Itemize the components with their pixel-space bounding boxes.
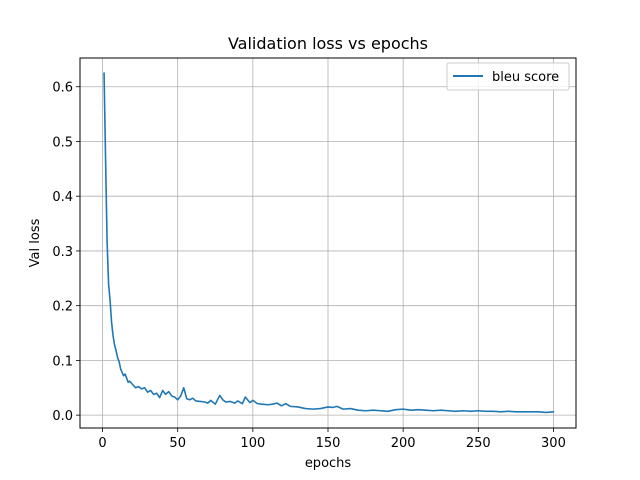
- y-tick-label: 0.2: [52, 300, 73, 315]
- y-tick-label: 0.5: [52, 135, 73, 150]
- y-axis-label: Val loss: [28, 218, 43, 267]
- y-tick-label: 0.1: [52, 354, 73, 369]
- x-tick-label: 0: [98, 436, 106, 451]
- x-tick-label: 100: [240, 436, 265, 451]
- x-tick-label: 300: [541, 436, 566, 451]
- y-axis-ticks: 0.0 0.1 0.2 0.3 0.4 0.5 0.6: [52, 81, 80, 424]
- series-layer: [103, 72, 555, 414]
- y-tick-label: 0.6: [52, 81, 73, 96]
- chart-title: Validation loss vs epochs: [228, 34, 428, 53]
- legend-label: bleu score: [492, 70, 559, 85]
- y-tick-label: 0.4: [52, 190, 73, 205]
- grid: [80, 58, 576, 428]
- x-tick-label: 200: [391, 436, 416, 451]
- series-line-bleu-score: [103, 72, 555, 414]
- legend-box: [446, 62, 570, 91]
- x-axis-label: epochs: [305, 456, 352, 471]
- x-tick-label: 250: [466, 436, 491, 451]
- y-tick-label: 0.0: [52, 409, 73, 424]
- legend: bleu score: [446, 62, 570, 91]
- y-tick-label: 0.3: [52, 245, 73, 260]
- x-tick-label: 150: [316, 436, 341, 451]
- x-axis-ticks: 0 50 100 150 200 250 300: [98, 428, 566, 451]
- x-tick-label: 50: [169, 436, 186, 451]
